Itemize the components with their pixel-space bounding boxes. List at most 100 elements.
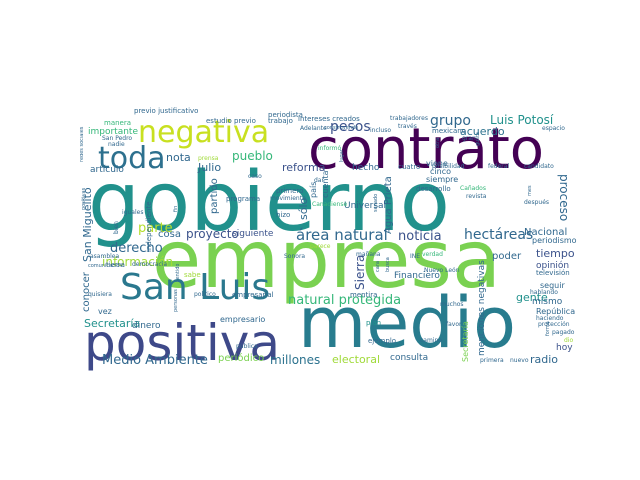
word-pesos: pesos [330, 119, 371, 135]
word-positiva: positiva [84, 314, 280, 372]
word-area-natural: área natural [296, 226, 388, 244]
word-siguiente: siguiente [232, 229, 274, 239]
word-conocer: conocer [81, 272, 92, 312]
word-movimiento: movimiento [270, 195, 306, 202]
word-canadiense: Canadiense [312, 201, 348, 208]
word-millones: millones [270, 353, 321, 367]
word-adelante: Adelante [300, 125, 327, 132]
word-importante: importante [88, 127, 139, 137]
word-tiempo: tiempo [536, 247, 575, 260]
word-julio: Julio [198, 161, 222, 174]
word-verdad: verdad [422, 251, 443, 258]
word-republica: República [536, 307, 576, 316]
word-fin: fin [173, 205, 179, 212]
word-busca: busca [385, 257, 391, 272]
word-seguir: seguir [540, 281, 565, 290]
word-cloud: gobierno empresa medio contrato positiva… [80, 102, 580, 377]
word-parte: parte [138, 221, 173, 236]
word-toda: toda [98, 141, 166, 176]
word-comunicacion: comunicación [88, 263, 123, 269]
word-empresarial: empresarial [232, 291, 274, 299]
word-espacio: espacio [542, 125, 565, 132]
word-radio: radio [530, 353, 559, 366]
word-contrato: contrato [308, 117, 545, 182]
word-opinion: opinión [536, 261, 570, 271]
word-nacional: Nacional [524, 227, 568, 238]
word-democracia: democracia [132, 261, 168, 268]
word-solo: sólo [297, 197, 310, 220]
word-nota: nota [166, 151, 191, 164]
word-otra: otra [435, 137, 441, 148]
word-mexicano: mexicano [432, 127, 466, 135]
word-grupo: grupo [430, 113, 471, 129]
word-vez: vez [98, 307, 112, 316]
word-dar: dar [314, 177, 324, 184]
word-hectareas: hectáreas [464, 227, 534, 243]
word-primero: primero [276, 187, 304, 195]
word-gobierno: gobierno [88, 155, 450, 250]
word-dinero: dinero [132, 321, 161, 331]
word-positivas: positivas [81, 187, 87, 210]
word-estudio-previo: estudio previo [206, 117, 256, 125]
word-sabe: sabe [184, 271, 201, 279]
word-nuevo: nuevo [510, 357, 529, 364]
word-favor: favor [446, 321, 462, 328]
word-forma: forma [545, 321, 551, 336]
word-bien: bien [113, 221, 120, 234]
word-intereses-creados: intereses creados [298, 115, 360, 123]
word-pagado: pagado [552, 329, 575, 336]
word-cara: cara [375, 261, 381, 272]
word-pueblo: pueblo [232, 149, 273, 163]
word-personas: personas [173, 289, 179, 312]
word-trabajo: trabajo [268, 117, 293, 125]
word-reforma: reforma [282, 161, 326, 174]
word-manera: manera [104, 119, 132, 127]
word-periodico: periódico [218, 353, 265, 364]
word-mentira: mentira [350, 291, 378, 299]
word-informacion: información [102, 255, 174, 269]
word-hizo: hizo [276, 211, 291, 219]
word-previo-justificativo: previo justificativo [134, 107, 199, 115]
word-partido: partido [209, 178, 220, 214]
word-hecho: hecho [352, 163, 380, 173]
word-lugar: lugar [339, 149, 345, 162]
word-proyecto: proyecto [186, 227, 239, 241]
word-agua-prieta: Agua Prieta [383, 176, 394, 234]
word-traves: través [398, 123, 417, 130]
word-ejemplo: ejemplo [368, 337, 397, 345]
word-medio-ambiente: Medio Ambiente [102, 353, 208, 368]
word-siempre: siempre [426, 175, 459, 184]
word-sonora: Sonora [284, 253, 306, 260]
word-parece: parece [310, 243, 331, 250]
word-derecho: derecho [110, 241, 163, 256]
word-cosa: cosa [158, 229, 181, 240]
word-empresario: empresario [220, 315, 266, 324]
word-plan: plan [366, 319, 382, 327]
word-asamblea: asamblea [90, 253, 120, 260]
word-gente: gente [516, 291, 548, 304]
word-tierra: tierra [106, 261, 125, 269]
word-financiero: Financiero [394, 271, 440, 281]
word-proteccion: protección [538, 321, 570, 328]
word-caso: caso [248, 173, 262, 180]
word-secretaria: Secretaría [84, 317, 141, 330]
word-negativa: negativa [138, 115, 270, 150]
word-periodismo: periodismo [532, 236, 577, 245]
word-posibilidad: posibilidad [432, 163, 465, 170]
word-camino: camino [420, 337, 442, 344]
word-ine: INE [410, 253, 421, 260]
word-proceso: proceso [557, 174, 571, 222]
word-iguales: iguales [122, 209, 144, 216]
word-articulo: artículo [90, 165, 124, 175]
word-hablando: hablando [530, 289, 558, 296]
word-periodista: periodista [268, 111, 303, 119]
word-haciendo: haciendo [536, 315, 564, 322]
word-prensa: prensa [198, 155, 219, 162]
word-despues: después [524, 199, 550, 206]
word-cuatro: cuatro [398, 163, 421, 171]
word-mismo: mismo [532, 297, 563, 307]
word-noticia: noticia [398, 229, 442, 244]
word-hoy: hoy [556, 343, 573, 353]
word-sentido: sentido [175, 263, 181, 282]
